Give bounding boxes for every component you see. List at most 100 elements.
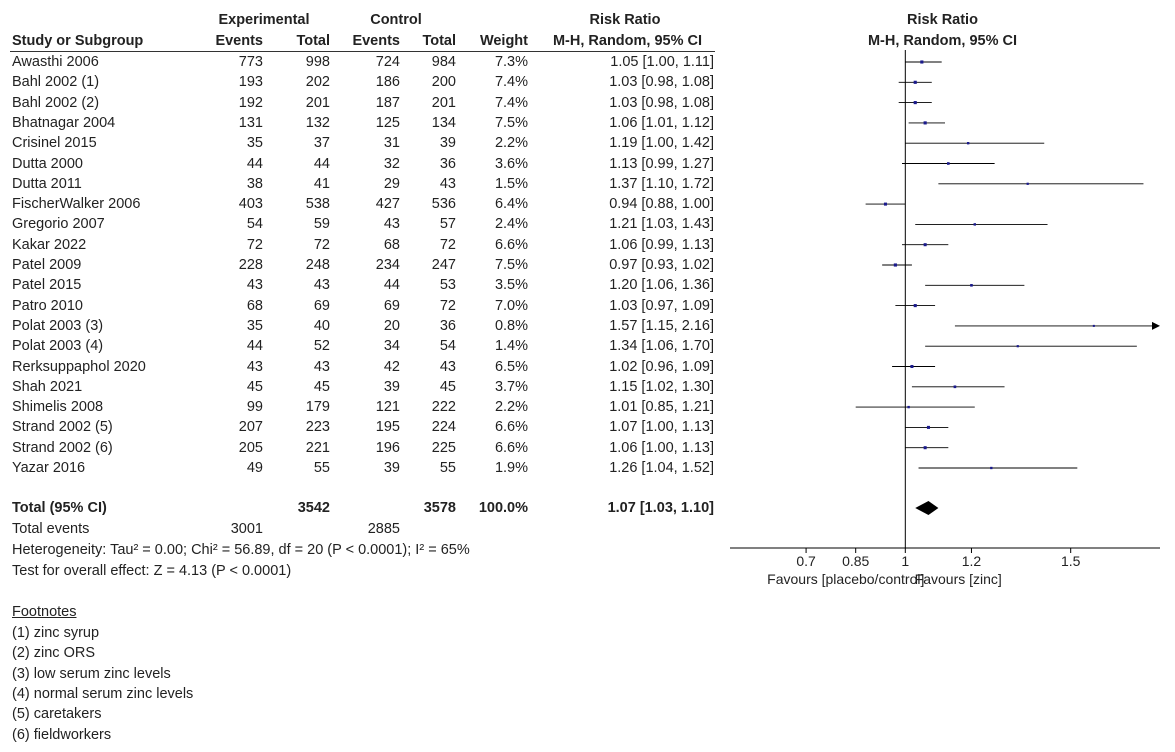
study-weight: 6.6%: [494, 419, 528, 436]
ctrl-total: 72: [439, 297, 456, 314]
footnote-item: (6) fieldworkers: [12, 726, 112, 743]
point-estimate: [1016, 345, 1019, 348]
ctrl-total: 134: [431, 114, 456, 131]
study-ci: 0.97 [0.93, 1.02]: [609, 257, 714, 273]
ctrl-events: 32: [383, 155, 400, 172]
footnote-item: (2) zinc ORS: [12, 645, 95, 662]
point-estimate: [913, 80, 917, 84]
point-estimate: [907, 405, 910, 409]
point-estimate: [883, 202, 887, 206]
total-events-label: Total events: [12, 521, 90, 537]
exp-total: 221: [305, 439, 330, 456]
point-estimate: [910, 364, 914, 369]
point-estimate: [923, 121, 927, 125]
ctrl-events: 68: [383, 236, 400, 253]
study-weight: 2.2%: [494, 135, 528, 152]
study-weight: 6.6%: [494, 439, 528, 456]
summary-diamond: [915, 501, 939, 515]
study-weight: 7.5%: [494, 257, 528, 273]
exp-total: 52: [313, 338, 330, 355]
ctrl-total: 43: [439, 175, 456, 192]
exp-total: 59: [313, 216, 330, 233]
study-ci: 1.02 [0.96, 1.09]: [609, 358, 714, 375]
study-name: Bahl 2002 (1): [12, 74, 100, 91]
ctrl-events: 125: [375, 114, 400, 131]
point-estimate: [1026, 182, 1029, 185]
total-events-ctrl: 2885: [367, 521, 400, 537]
exp-total: 40: [313, 317, 330, 334]
total-label: Total (95% CI): [12, 500, 107, 516]
study-name: Bhatnagar 2004: [12, 114, 116, 131]
study-name: Shimelis 2008: [12, 399, 104, 416]
study-name: Kakar 2022: [12, 236, 87, 253]
ctrl-total: 39: [439, 135, 456, 152]
study-ci: 1.34 [1.06, 1.70]: [609, 338, 714, 355]
ctrl-events: 39: [383, 378, 400, 395]
exp-events: 228: [238, 257, 263, 273]
exp-total: 132: [305, 114, 330, 131]
ctrl-events: 186: [375, 74, 400, 91]
total-weight: 100.0%: [478, 500, 528, 516]
exp-events: 35: [246, 135, 263, 152]
point-estimate: [913, 304, 917, 308]
ctrl-total: 201: [431, 94, 456, 111]
study-ci: 1.01 [0.85, 1.21]: [609, 399, 714, 416]
ctrl-total: 55: [439, 460, 456, 476]
exp-total: 538: [305, 196, 330, 213]
exp-events: 72: [246, 236, 263, 253]
ctrl-events: 39: [383, 460, 400, 476]
study-weight: 7.0%: [494, 297, 528, 314]
ctrl-events: 20: [383, 317, 400, 334]
study-name: Rerksuppaphol 2020: [12, 358, 146, 375]
study-ci: 1.37 [1.10, 1.72]: [609, 175, 714, 192]
ctrl-events: 43: [383, 216, 400, 233]
point-estimate: [990, 466, 993, 470]
study-ci: 1.07 [1.00, 1.13]: [609, 419, 714, 436]
point-estimate: [1092, 324, 1095, 327]
study-weight: 1.5%: [494, 175, 528, 192]
overall-effect: Test for overall effect: Z = 4.13 (P < 0…: [12, 563, 292, 579]
header-rule: [10, 51, 715, 52]
exp-total: 37: [313, 135, 330, 152]
point-estimate: [970, 283, 973, 287]
ctrl-total: 200: [431, 74, 456, 91]
exp-total: 72: [313, 236, 330, 253]
study-weight: 3.6%: [494, 155, 528, 172]
header-ctrl-total: Total: [422, 33, 456, 49]
point-estimate: [953, 385, 957, 389]
study-ci: 1.05 [1.00, 1.11]: [610, 54, 714, 70]
study-weight: 7.5%: [494, 114, 528, 131]
ctrl-total: 225: [431, 439, 456, 456]
study-name: Polat 2003 (3): [12, 317, 104, 334]
study-weight: 7.3%: [494, 54, 528, 70]
header-risk-ratio: Risk Ratio: [589, 12, 661, 28]
header-weight: Weight: [479, 33, 528, 49]
exp-events: 44: [246, 338, 263, 355]
ctrl-events: 69: [383, 297, 400, 314]
exp-total: 179: [305, 399, 330, 416]
study-weight: 6.6%: [494, 236, 528, 253]
ctrl-total: 57: [439, 216, 456, 233]
header-exp-events: Events: [215, 33, 263, 49]
study-name: Patel 2015: [12, 277, 82, 294]
x-tick-label: 0.85: [842, 553, 869, 569]
exp-events: 54: [246, 216, 263, 233]
exp-events: 192: [238, 94, 263, 111]
header-ctrl-events: Events: [352, 33, 400, 49]
study-weight: 2.2%: [494, 399, 528, 416]
study-ci: 1.03 [0.97, 1.09]: [609, 297, 714, 314]
ctrl-events: 31: [383, 135, 400, 152]
study-name: Polat 2003 (4): [12, 338, 104, 355]
exp-events: 43: [246, 277, 263, 294]
point-estimate: [946, 162, 950, 165]
study-weight: 6.4%: [494, 196, 528, 213]
exp-events: 403: [238, 196, 263, 213]
exp-events: 45: [246, 378, 263, 395]
exp-total: 69: [313, 297, 330, 314]
point-estimate: [913, 101, 917, 105]
ctrl-events: 724: [375, 54, 400, 70]
ctrl-total: 36: [439, 317, 456, 334]
exp-events: 773: [238, 54, 263, 70]
study-name: Crisinel 2015: [12, 135, 97, 152]
ctrl-total: 222: [431, 399, 456, 416]
